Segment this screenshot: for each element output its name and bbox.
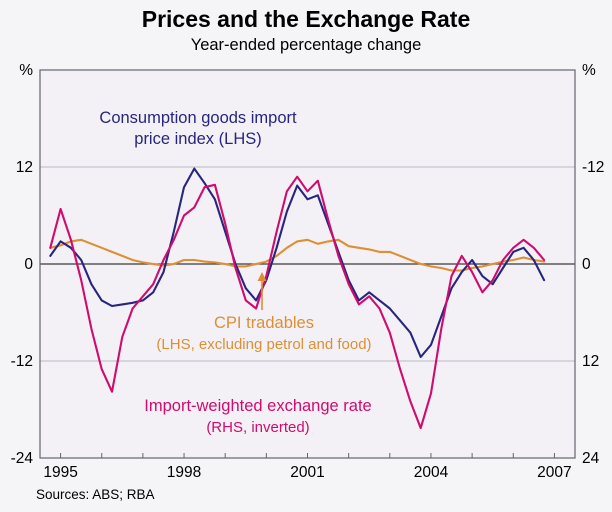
- series-annotation-0-line-1: price index (LHS): [134, 130, 261, 148]
- y-axis-left-label: 12: [16, 159, 33, 176]
- annotation-arrowhead: [257, 272, 267, 281]
- y-axis-left-label: %: [19, 62, 33, 79]
- x-axis-label: 1998: [167, 464, 201, 481]
- series-annotation-2-line-1: (RHS, inverted): [206, 419, 309, 436]
- chart-canvas: 1995 1998 2001 2004 2007% 12 0 -12 -24% -12 0 12 24 C…: [11, 62, 605, 481]
- series-annotation-1-line-1: (LHS, excluding petrol and food): [156, 336, 371, 353]
- y-axis-right-label: 24: [582, 450, 600, 467]
- series-line-1: [49, 167, 546, 359]
- x-axis-label: 2001: [290, 464, 324, 481]
- chart-title: Prices and the Exchange Rate: [141, 6, 471, 32]
- y-axis-right-label: %: [582, 62, 596, 79]
- series-annotation-2-line-0: Import-weighted exchange rate: [144, 397, 371, 415]
- series-annotation-0-line-0: Consumption goods import: [99, 109, 297, 127]
- y-axis-left-label: -24: [11, 450, 34, 467]
- y-axis-left-label: -12: [11, 353, 33, 370]
- y-axis-right-label: 12: [582, 353, 599, 370]
- x-axis-label: 2004: [414, 464, 449, 481]
- y-axis-right-label: 0: [582, 256, 591, 273]
- sources-note: Sources: ABS; RBA: [36, 487, 155, 502]
- x-axis-label: 2007: [537, 464, 571, 481]
- series-annotation-1-line-0: CPI tradables: [214, 314, 314, 332]
- y-axis-right-label: -12: [582, 159, 604, 176]
- chart-subtitle: Year-ended percentage change: [190, 36, 422, 54]
- y-axis-left-label: 0: [24, 256, 33, 273]
- plot-area: 1995 1998 2001 2004 2007% 12 0 -12 -24% -12 0 12 24 C…: [0, 60, 612, 485]
- series-line-2: [49, 175, 546, 430]
- x-axis-label: 1995: [43, 464, 77, 481]
